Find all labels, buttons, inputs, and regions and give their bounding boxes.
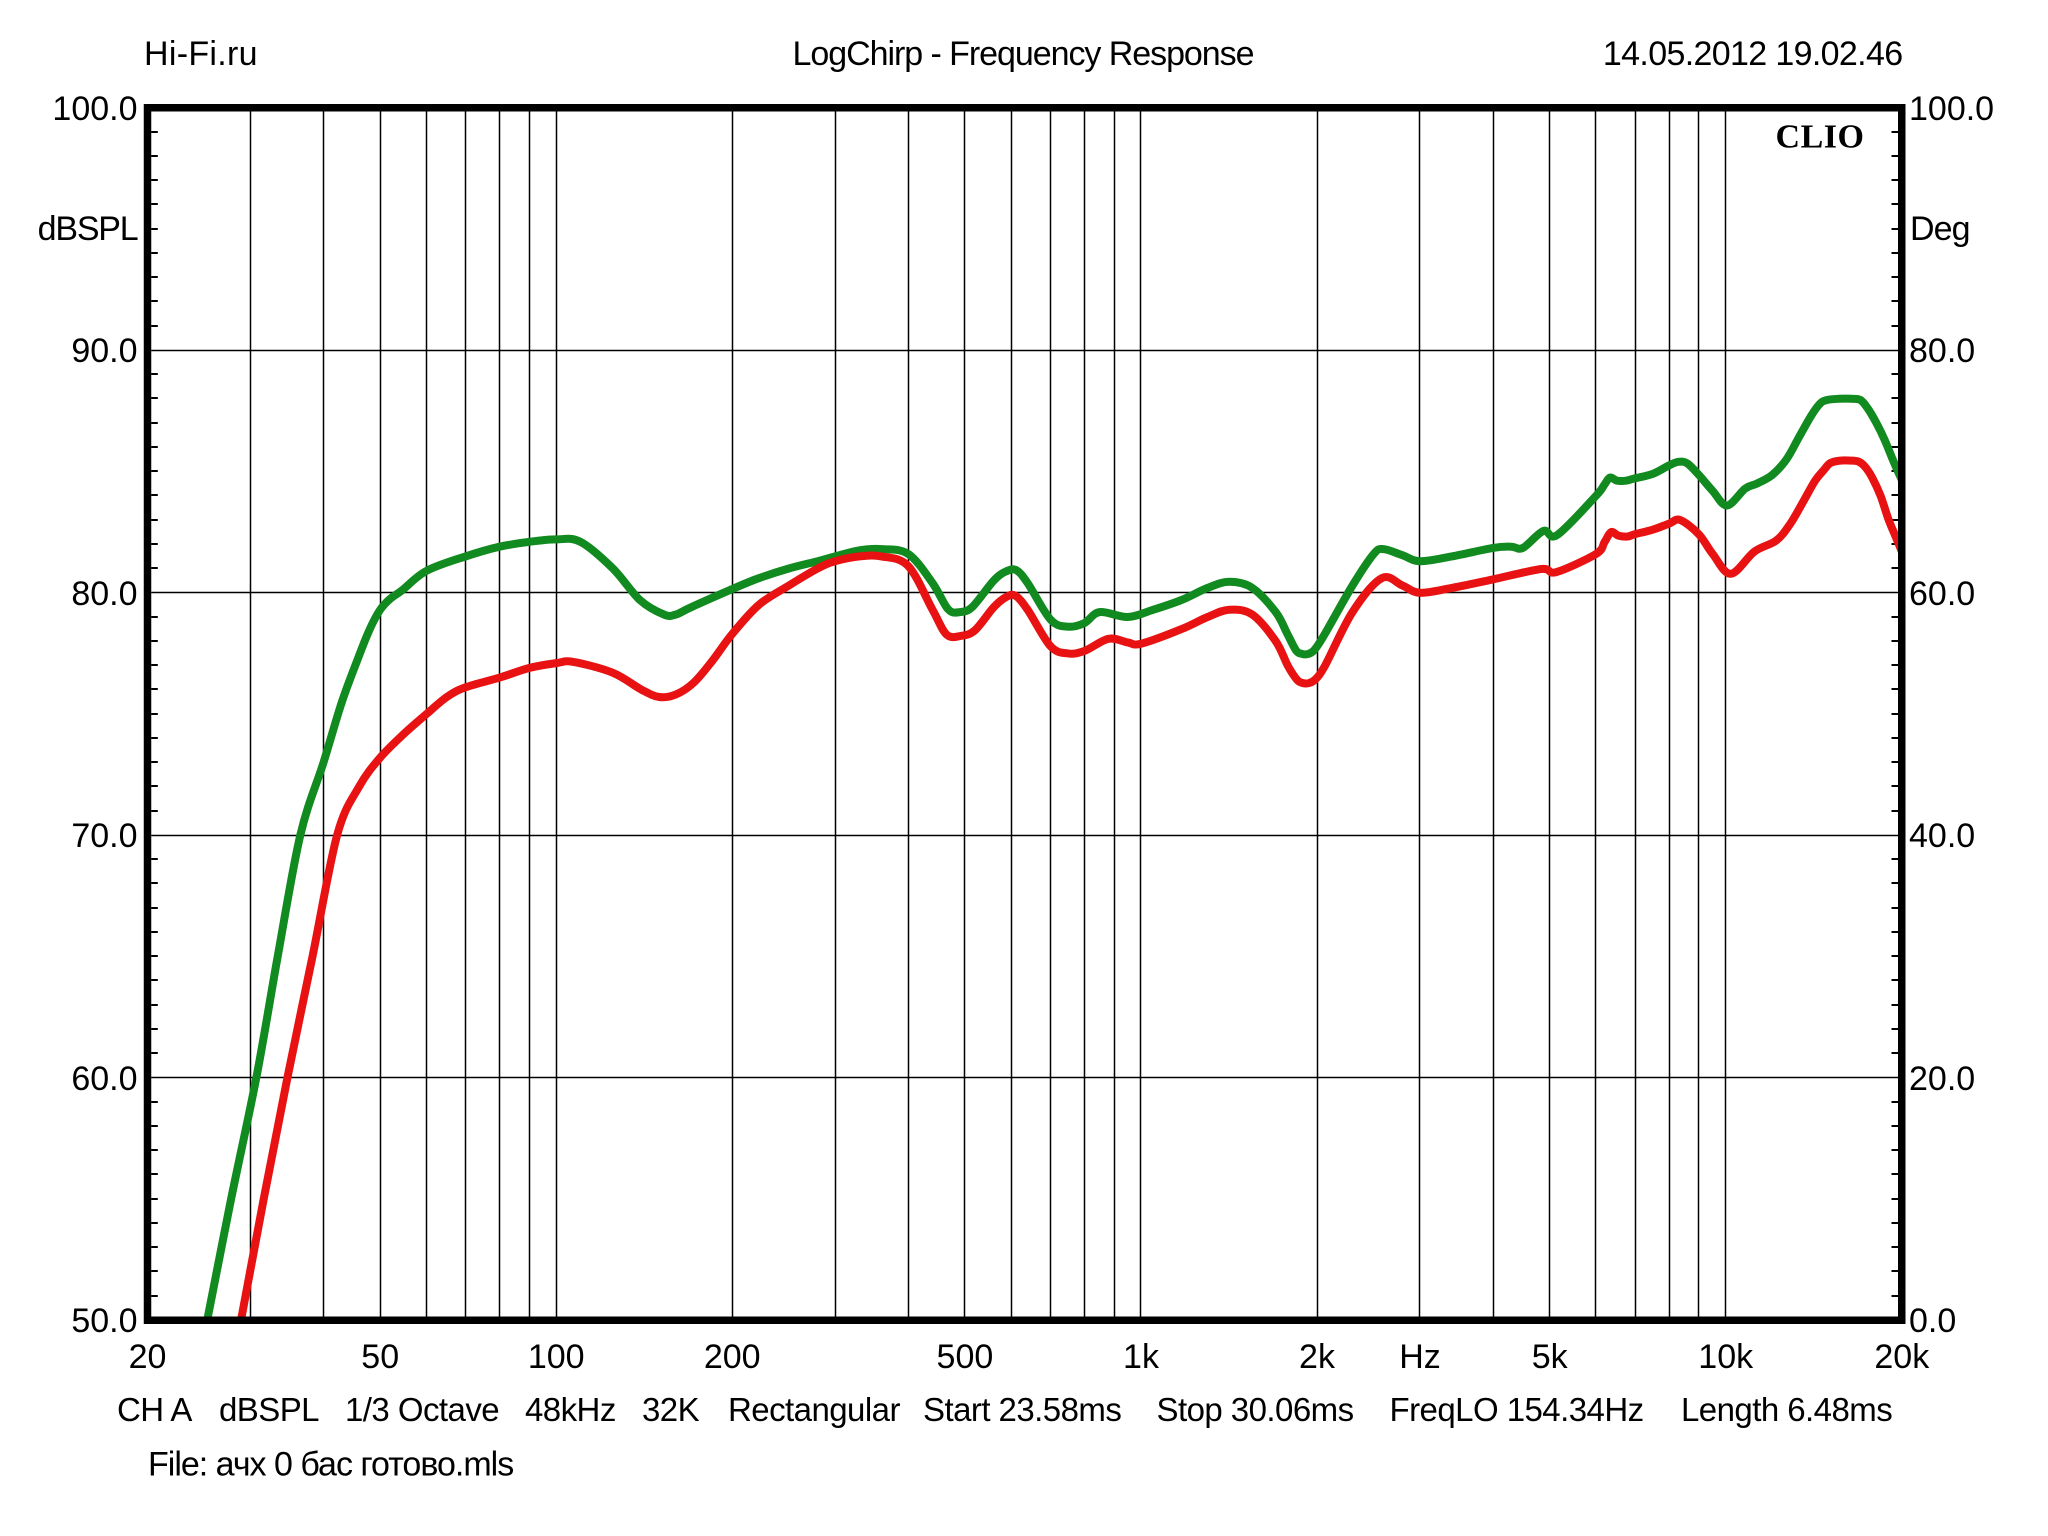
svg-text:FreqLO 154.34Hz: FreqLO 154.34Hz — [1390, 1391, 1644, 1428]
svg-text:500: 500 — [937, 1338, 994, 1376]
svg-text:60.0: 60.0 — [71, 1060, 137, 1098]
svg-text:Deg: Deg — [1910, 210, 1970, 248]
svg-text:1k: 1k — [1123, 1338, 1160, 1376]
svg-text:dBSPL: dBSPL — [38, 210, 138, 248]
svg-text:32K: 32K — [642, 1391, 700, 1428]
svg-text:10k: 10k — [1698, 1338, 1754, 1376]
svg-text:File: ачх 0 бас готово.mls: File: ачх 0 бас готово.mls — [148, 1446, 513, 1484]
svg-text:CH A: CH A — [117, 1391, 192, 1428]
svg-text:CLIO: CLIO — [1776, 119, 1865, 156]
svg-text:20.0: 20.0 — [1909, 1060, 1975, 1098]
svg-text:2k: 2k — [1299, 1338, 1336, 1376]
svg-text:0.0: 0.0 — [1909, 1302, 1956, 1340]
svg-text:1/3 Octave: 1/3 Octave — [345, 1391, 499, 1428]
svg-text:60.0: 60.0 — [1909, 575, 1975, 613]
svg-text:Length 6.48ms: Length 6.48ms — [1681, 1391, 1892, 1428]
svg-text:Hi-Fi.ru: Hi-Fi.ru — [144, 35, 258, 73]
svg-text:48kHz: 48kHz — [525, 1391, 616, 1428]
svg-text:14.05.2012 19.02.46: 14.05.2012 19.02.46 — [1603, 35, 1903, 73]
svg-text:LogChirp - Frequency Response: LogChirp - Frequency Response — [793, 35, 1254, 73]
svg-text:100.0: 100.0 — [52, 90, 137, 128]
svg-text:dBSPL: dBSPL — [219, 1391, 319, 1428]
svg-text:Stop 30.06ms: Stop 30.06ms — [1157, 1391, 1354, 1428]
svg-text:80.0: 80.0 — [71, 575, 137, 613]
svg-text:80.0: 80.0 — [1909, 332, 1975, 370]
svg-text:5k: 5k — [1532, 1338, 1569, 1376]
svg-text:50.0: 50.0 — [71, 1302, 137, 1340]
svg-text:20k: 20k — [1874, 1338, 1930, 1376]
svg-text:20: 20 — [129, 1338, 167, 1376]
svg-text:Hz: Hz — [1399, 1338, 1441, 1376]
svg-text:50: 50 — [361, 1338, 399, 1376]
svg-text:100.0: 100.0 — [1909, 90, 1994, 128]
svg-text:Start 23.58ms: Start 23.58ms — [923, 1391, 1121, 1428]
svg-text:200: 200 — [704, 1338, 761, 1376]
svg-text:40.0: 40.0 — [1909, 817, 1975, 855]
svg-text:100: 100 — [528, 1338, 585, 1376]
svg-text:Rectangular: Rectangular — [728, 1391, 900, 1428]
svg-text:70.0: 70.0 — [71, 817, 137, 855]
svg-text:90.0: 90.0 — [71, 332, 137, 370]
